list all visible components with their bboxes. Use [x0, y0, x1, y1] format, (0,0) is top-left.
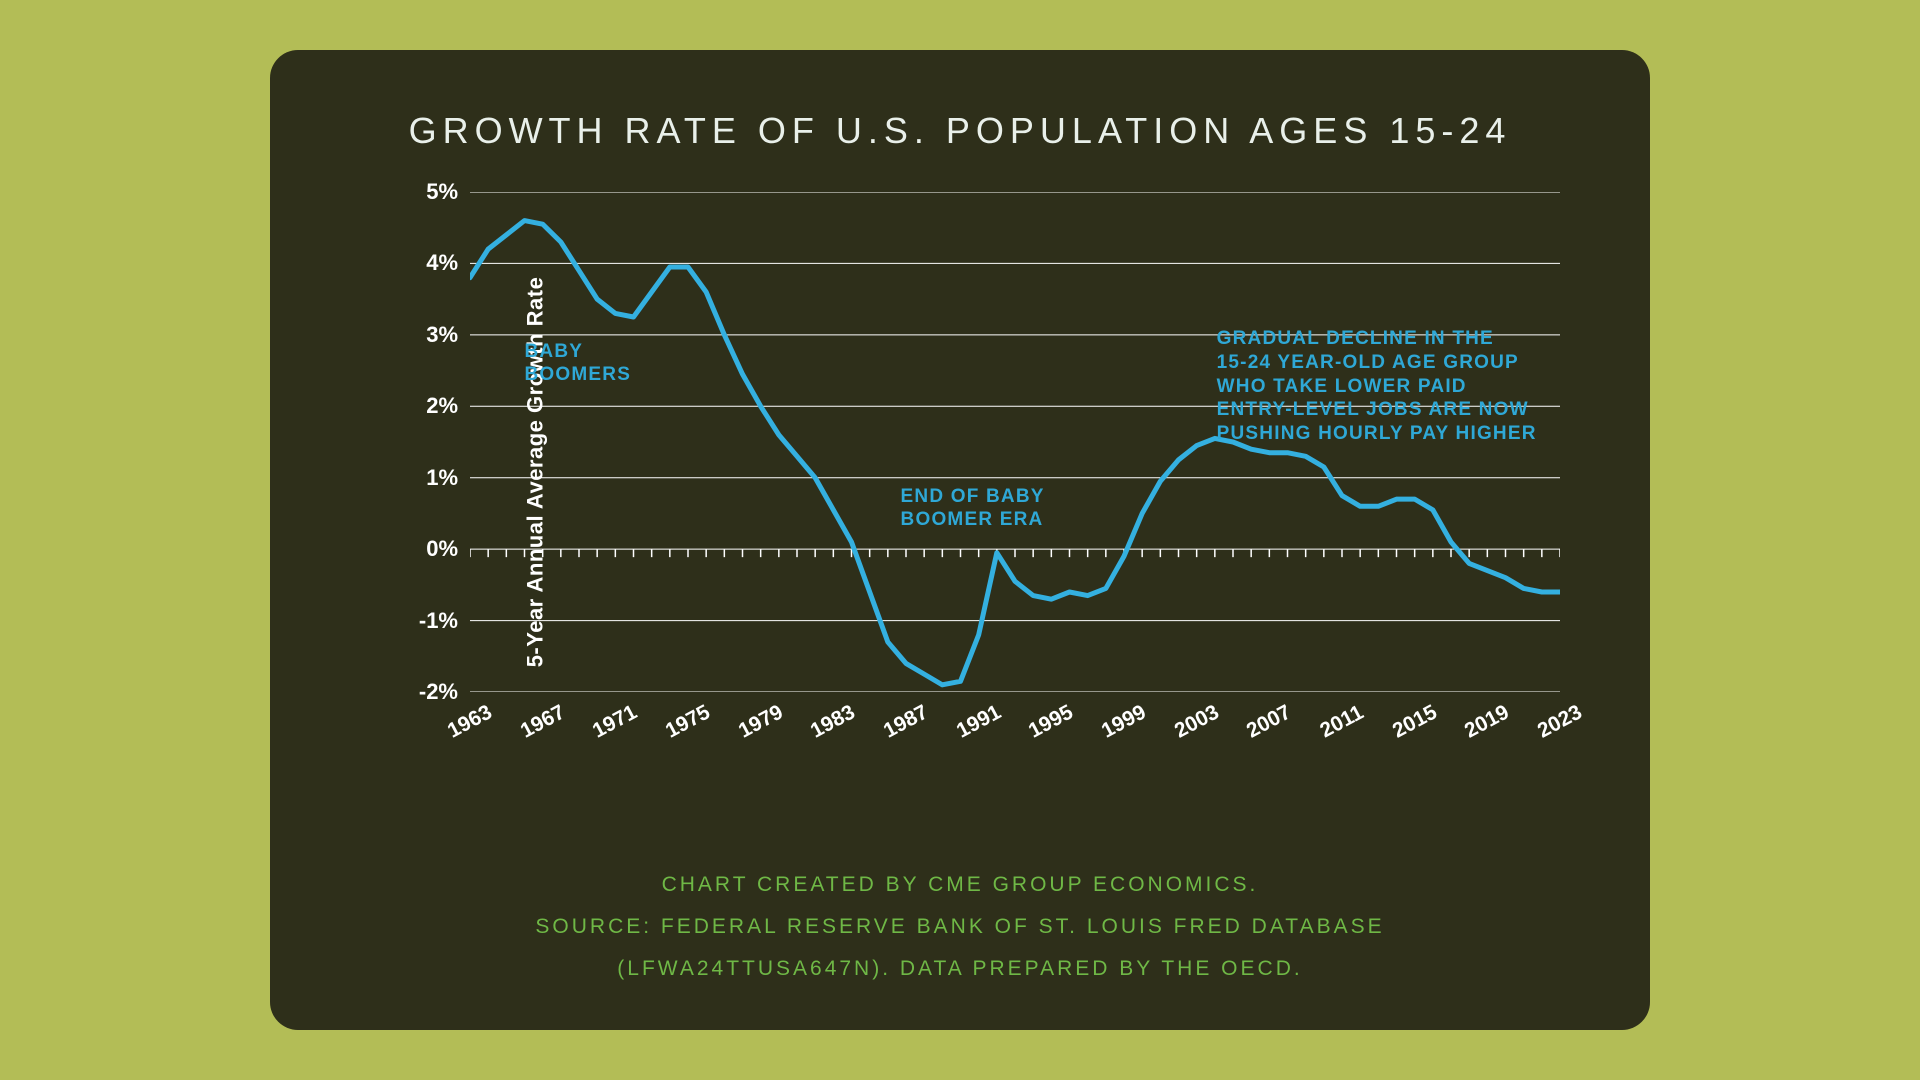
y-tick-label: 3%: [426, 322, 458, 348]
x-tick-label: 2003: [1170, 700, 1223, 743]
x-tick-label: 2015: [1388, 700, 1441, 743]
y-tick-label: 0%: [426, 536, 458, 562]
x-tick-label: 1967: [516, 700, 569, 743]
x-tick-label: 2007: [1243, 700, 1296, 743]
data-line: [470, 221, 1560, 685]
x-tick-label: 1979: [734, 700, 787, 743]
x-tick-label: 2011: [1316, 701, 1367, 744]
x-tick-label: 1987: [880, 700, 933, 743]
y-tick-label: 2%: [426, 393, 458, 419]
chart-footer: CHART CREATED BY CME GROUP ECONOMICS.SOU…: [270, 864, 1650, 990]
y-tick-label: 5%: [426, 179, 458, 205]
x-tick-label: 1995: [1025, 700, 1078, 743]
plot-wrapper: -2%-1%0%1%2%3%4%5%1963196719711975197919…: [470, 192, 1560, 692]
chart-annotation: GRADUAL DECLINE IN THE15-24 YEAR-OLD AGE…: [1217, 327, 1537, 446]
y-tick-label: -2%: [419, 679, 458, 705]
y-tick-label: 4%: [426, 250, 458, 276]
x-tick-label: 1971: [589, 700, 642, 743]
x-tick-label: 2019: [1461, 700, 1514, 743]
chart-annotation: END OF BABYBOOMER ERA: [901, 485, 1045, 533]
chart-area: 5-Year Annual Average Growth Rate -2%-1%…: [320, 192, 1600, 752]
y-tick-label: 1%: [426, 465, 458, 491]
x-tick-label: 1963: [444, 700, 497, 743]
chart-annotation: BABYBOOMERS: [525, 340, 632, 388]
x-tick-label: 1975: [662, 700, 715, 743]
x-tick-label: 1991: [952, 700, 1005, 743]
chart-card: GROWTH RATE OF U.S. POPULATION AGES 15-2…: [270, 50, 1650, 1030]
y-tick-label: -1%: [419, 608, 458, 634]
chart-title: GROWTH RATE OF U.S. POPULATION AGES 15-2…: [320, 110, 1600, 152]
x-tick-label: 1983: [807, 700, 860, 743]
x-tick-label: 2023: [1534, 700, 1587, 743]
x-tick-label: 1999: [1098, 700, 1151, 743]
